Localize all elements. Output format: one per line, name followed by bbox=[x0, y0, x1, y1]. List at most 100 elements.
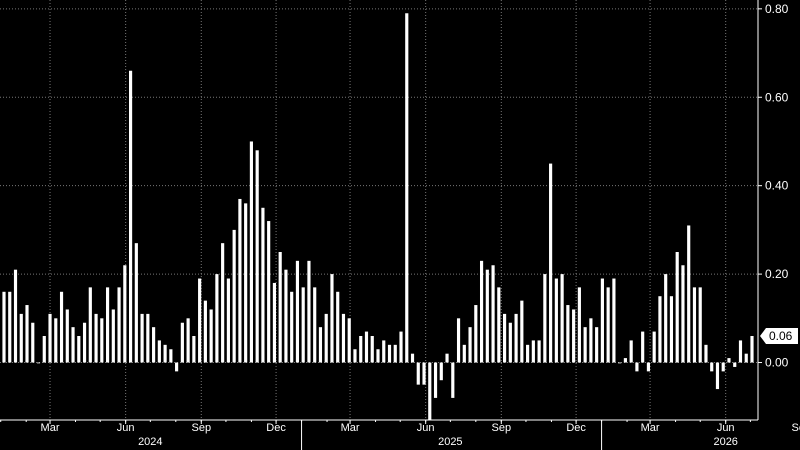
bar bbox=[692, 287, 697, 363]
bar bbox=[520, 300, 524, 363]
bar bbox=[134, 243, 138, 363]
bar bbox=[272, 282, 277, 363]
bar bbox=[36, 362, 41, 364]
bar bbox=[341, 313, 346, 363]
bar bbox=[687, 225, 691, 363]
bar bbox=[290, 291, 294, 363]
bar bbox=[77, 336, 81, 363]
bar bbox=[157, 340, 161, 363]
bar bbox=[359, 336, 363, 363]
bar bbox=[750, 336, 754, 363]
bar bbox=[82, 322, 87, 363]
bar bbox=[129, 70, 133, 363]
bar bbox=[451, 362, 455, 398]
bar bbox=[2, 291, 6, 363]
bar bbox=[698, 287, 702, 363]
bar bbox=[566, 305, 570, 363]
bar bbox=[336, 291, 340, 363]
bar bbox=[479, 260, 484, 363]
bar bbox=[284, 269, 288, 363]
bar bbox=[42, 336, 46, 363]
bar bbox=[445, 353, 449, 363]
x-tick-label: Dec bbox=[566, 422, 586, 434]
bar bbox=[169, 349, 173, 363]
bar bbox=[623, 358, 627, 363]
bar bbox=[744, 353, 748, 363]
last-value-callout: 0.06 bbox=[760, 328, 798, 344]
bar bbox=[549, 163, 553, 363]
bar bbox=[675, 252, 679, 363]
bar bbox=[71, 327, 75, 363]
bar bbox=[209, 309, 213, 363]
bar bbox=[572, 309, 576, 363]
bar bbox=[721, 362, 725, 372]
bar bbox=[485, 269, 489, 363]
bar bbox=[186, 318, 190, 363]
bar bbox=[376, 349, 380, 363]
bar bbox=[19, 313, 23, 363]
bar bbox=[399, 331, 403, 363]
bar bbox=[123, 265, 127, 363]
bar bbox=[439, 362, 443, 381]
bar bbox=[503, 313, 507, 363]
bar bbox=[560, 274, 564, 363]
bar bbox=[738, 340, 743, 363]
y-tick-label: 0.40 bbox=[765, 179, 789, 193]
bar bbox=[727, 358, 731, 363]
bar bbox=[330, 274, 334, 363]
bar bbox=[88, 287, 92, 363]
bar bbox=[313, 287, 317, 363]
bar bbox=[105, 287, 110, 363]
bar bbox=[261, 207, 265, 363]
bar bbox=[353, 349, 357, 363]
bar bbox=[669, 296, 674, 363]
bar bbox=[146, 313, 150, 363]
bar bbox=[301, 287, 305, 363]
x-tick-label: Jun bbox=[417, 422, 435, 434]
bar bbox=[652, 331, 656, 363]
bar bbox=[198, 278, 202, 363]
bar bbox=[244, 203, 248, 363]
bar bbox=[221, 243, 225, 363]
bar bbox=[508, 322, 512, 363]
bar bbox=[715, 362, 720, 390]
y-tick-label: 0.20 bbox=[765, 267, 789, 281]
bar bbox=[117, 287, 121, 363]
bar bbox=[232, 229, 236, 363]
bar bbox=[13, 269, 18, 363]
bar bbox=[370, 336, 374, 363]
bar bbox=[629, 340, 633, 363]
bar bbox=[531, 340, 535, 363]
bar bbox=[249, 141, 253, 363]
bar bbox=[589, 318, 593, 363]
bar bbox=[646, 362, 651, 372]
bar bbox=[175, 362, 179, 372]
bar bbox=[65, 309, 69, 363]
x-tick-label: Mar bbox=[341, 422, 360, 434]
bar bbox=[267, 221, 271, 363]
bar bbox=[681, 265, 685, 363]
bar bbox=[416, 362, 420, 385]
bar bbox=[295, 260, 300, 363]
bar bbox=[554, 278, 558, 363]
bar bbox=[514, 313, 518, 363]
bar bbox=[180, 322, 184, 363]
y-tick-label: 0.80 bbox=[765, 2, 789, 16]
bar bbox=[324, 313, 328, 363]
bar bbox=[612, 278, 616, 363]
bar bbox=[364, 331, 369, 363]
y-tick-label: 0.60 bbox=[765, 90, 789, 104]
x-tick-label: Mar bbox=[41, 422, 60, 434]
bar bbox=[577, 287, 581, 363]
bar bbox=[710, 362, 714, 372]
year-label: 2025 bbox=[438, 436, 462, 448]
bar bbox=[583, 327, 587, 363]
bar bbox=[618, 362, 622, 364]
x-tick-label: Sep bbox=[792, 422, 800, 434]
last-value-callout-shape bbox=[760, 328, 798, 344]
bar bbox=[8, 291, 12, 363]
bar bbox=[474, 305, 478, 363]
year-label: 2026 bbox=[713, 436, 737, 448]
bar bbox=[192, 336, 196, 363]
